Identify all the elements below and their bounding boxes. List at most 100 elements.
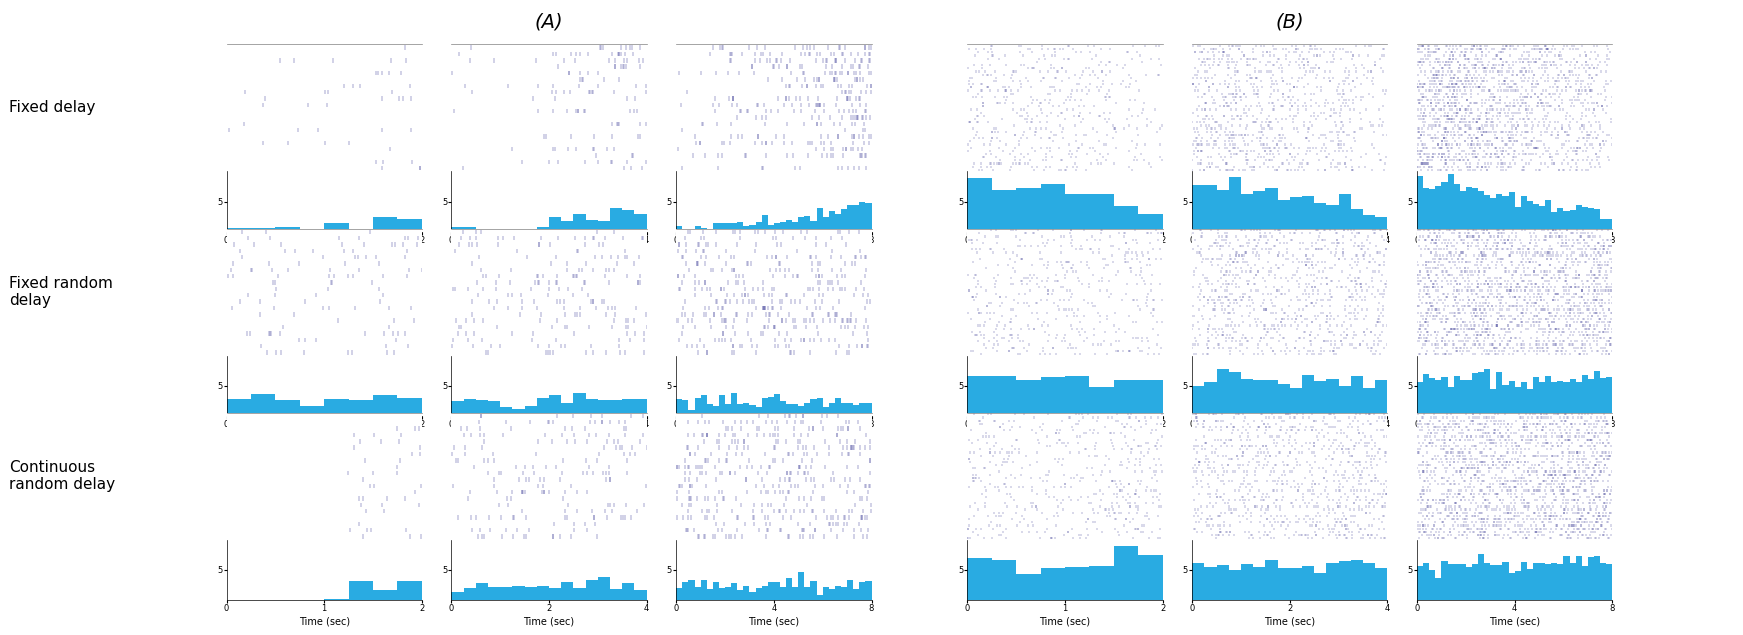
Bar bbox=[992, 559, 1016, 600]
Bar bbox=[349, 400, 373, 416]
Bar bbox=[737, 591, 743, 600]
Bar bbox=[1278, 384, 1290, 416]
Bar bbox=[1041, 568, 1065, 600]
Text: (B): (B) bbox=[1276, 13, 1304, 32]
Bar bbox=[847, 580, 852, 600]
Bar bbox=[1253, 380, 1265, 416]
Bar bbox=[1515, 387, 1520, 416]
Bar bbox=[1089, 566, 1114, 600]
Bar bbox=[1558, 565, 1563, 600]
Bar bbox=[598, 221, 610, 232]
Bar bbox=[1417, 566, 1422, 600]
Bar bbox=[725, 224, 730, 232]
Bar bbox=[275, 400, 300, 416]
Bar bbox=[512, 409, 525, 416]
Bar bbox=[688, 410, 694, 416]
Bar bbox=[1593, 210, 1600, 232]
Bar bbox=[573, 588, 586, 600]
Bar bbox=[816, 398, 823, 416]
Bar bbox=[798, 217, 804, 232]
Bar bbox=[1576, 382, 1583, 416]
Bar bbox=[840, 209, 847, 232]
Bar bbox=[786, 578, 791, 600]
X-axis label: Time (sec): Time (sec) bbox=[1264, 616, 1316, 626]
Bar bbox=[1290, 568, 1302, 600]
Bar bbox=[1429, 378, 1436, 416]
Bar bbox=[835, 585, 840, 600]
Bar bbox=[1607, 564, 1612, 600]
Bar bbox=[1375, 380, 1387, 416]
Bar bbox=[1217, 369, 1229, 416]
Bar bbox=[537, 227, 549, 232]
Bar bbox=[1502, 196, 1509, 232]
Bar bbox=[730, 224, 737, 232]
Bar bbox=[835, 213, 840, 232]
Bar bbox=[967, 178, 992, 232]
Bar bbox=[1363, 388, 1375, 416]
Bar bbox=[549, 588, 561, 600]
Bar bbox=[634, 399, 647, 416]
Bar bbox=[1600, 378, 1607, 416]
Bar bbox=[349, 581, 373, 600]
Bar bbox=[865, 203, 872, 232]
Bar bbox=[1539, 382, 1546, 416]
Bar bbox=[1314, 203, 1326, 232]
Bar bbox=[1515, 207, 1520, 232]
Bar bbox=[1278, 568, 1290, 600]
Bar bbox=[464, 588, 476, 600]
Bar bbox=[791, 404, 798, 416]
Bar bbox=[1229, 177, 1241, 232]
Bar bbox=[525, 406, 537, 416]
Bar bbox=[1563, 382, 1569, 416]
Bar bbox=[300, 229, 324, 232]
Bar bbox=[1502, 562, 1509, 600]
Bar bbox=[1588, 208, 1593, 232]
Bar bbox=[762, 398, 767, 416]
Bar bbox=[537, 585, 549, 600]
Bar bbox=[682, 582, 688, 600]
Bar bbox=[1114, 546, 1138, 600]
Bar bbox=[251, 228, 275, 232]
Bar bbox=[1351, 559, 1363, 600]
Bar bbox=[1471, 373, 1478, 416]
Bar bbox=[767, 397, 774, 416]
Bar bbox=[1363, 563, 1375, 600]
Bar bbox=[1302, 566, 1314, 600]
Bar bbox=[1417, 382, 1422, 416]
Bar bbox=[512, 231, 525, 232]
Bar bbox=[823, 408, 830, 416]
Bar bbox=[756, 408, 762, 416]
Bar bbox=[1339, 386, 1351, 416]
X-axis label: Time (sec): Time (sec) bbox=[748, 616, 800, 626]
Bar bbox=[749, 225, 756, 232]
Bar bbox=[688, 580, 694, 600]
Bar bbox=[835, 398, 840, 416]
Bar bbox=[992, 190, 1016, 232]
Bar bbox=[561, 403, 573, 416]
Bar bbox=[701, 396, 708, 416]
Bar bbox=[1351, 376, 1363, 416]
Bar bbox=[1569, 379, 1576, 416]
Bar bbox=[852, 205, 859, 232]
Bar bbox=[1527, 201, 1534, 232]
Bar bbox=[713, 224, 718, 232]
Bar bbox=[725, 404, 730, 416]
Bar bbox=[1302, 375, 1314, 416]
Bar bbox=[708, 404, 713, 416]
Bar bbox=[756, 222, 762, 232]
Bar bbox=[561, 582, 573, 600]
Bar bbox=[1593, 371, 1600, 416]
Bar bbox=[561, 221, 573, 232]
Bar bbox=[1016, 189, 1041, 232]
Bar bbox=[730, 583, 737, 600]
Bar bbox=[1290, 387, 1302, 416]
Bar bbox=[512, 585, 525, 600]
Bar bbox=[992, 375, 1016, 416]
Bar bbox=[682, 231, 688, 232]
Bar bbox=[1363, 215, 1375, 232]
Text: Fixed delay: Fixed delay bbox=[9, 100, 96, 116]
Bar bbox=[1314, 381, 1326, 416]
Bar bbox=[1471, 565, 1478, 600]
Bar bbox=[804, 216, 810, 232]
Bar bbox=[488, 587, 500, 600]
